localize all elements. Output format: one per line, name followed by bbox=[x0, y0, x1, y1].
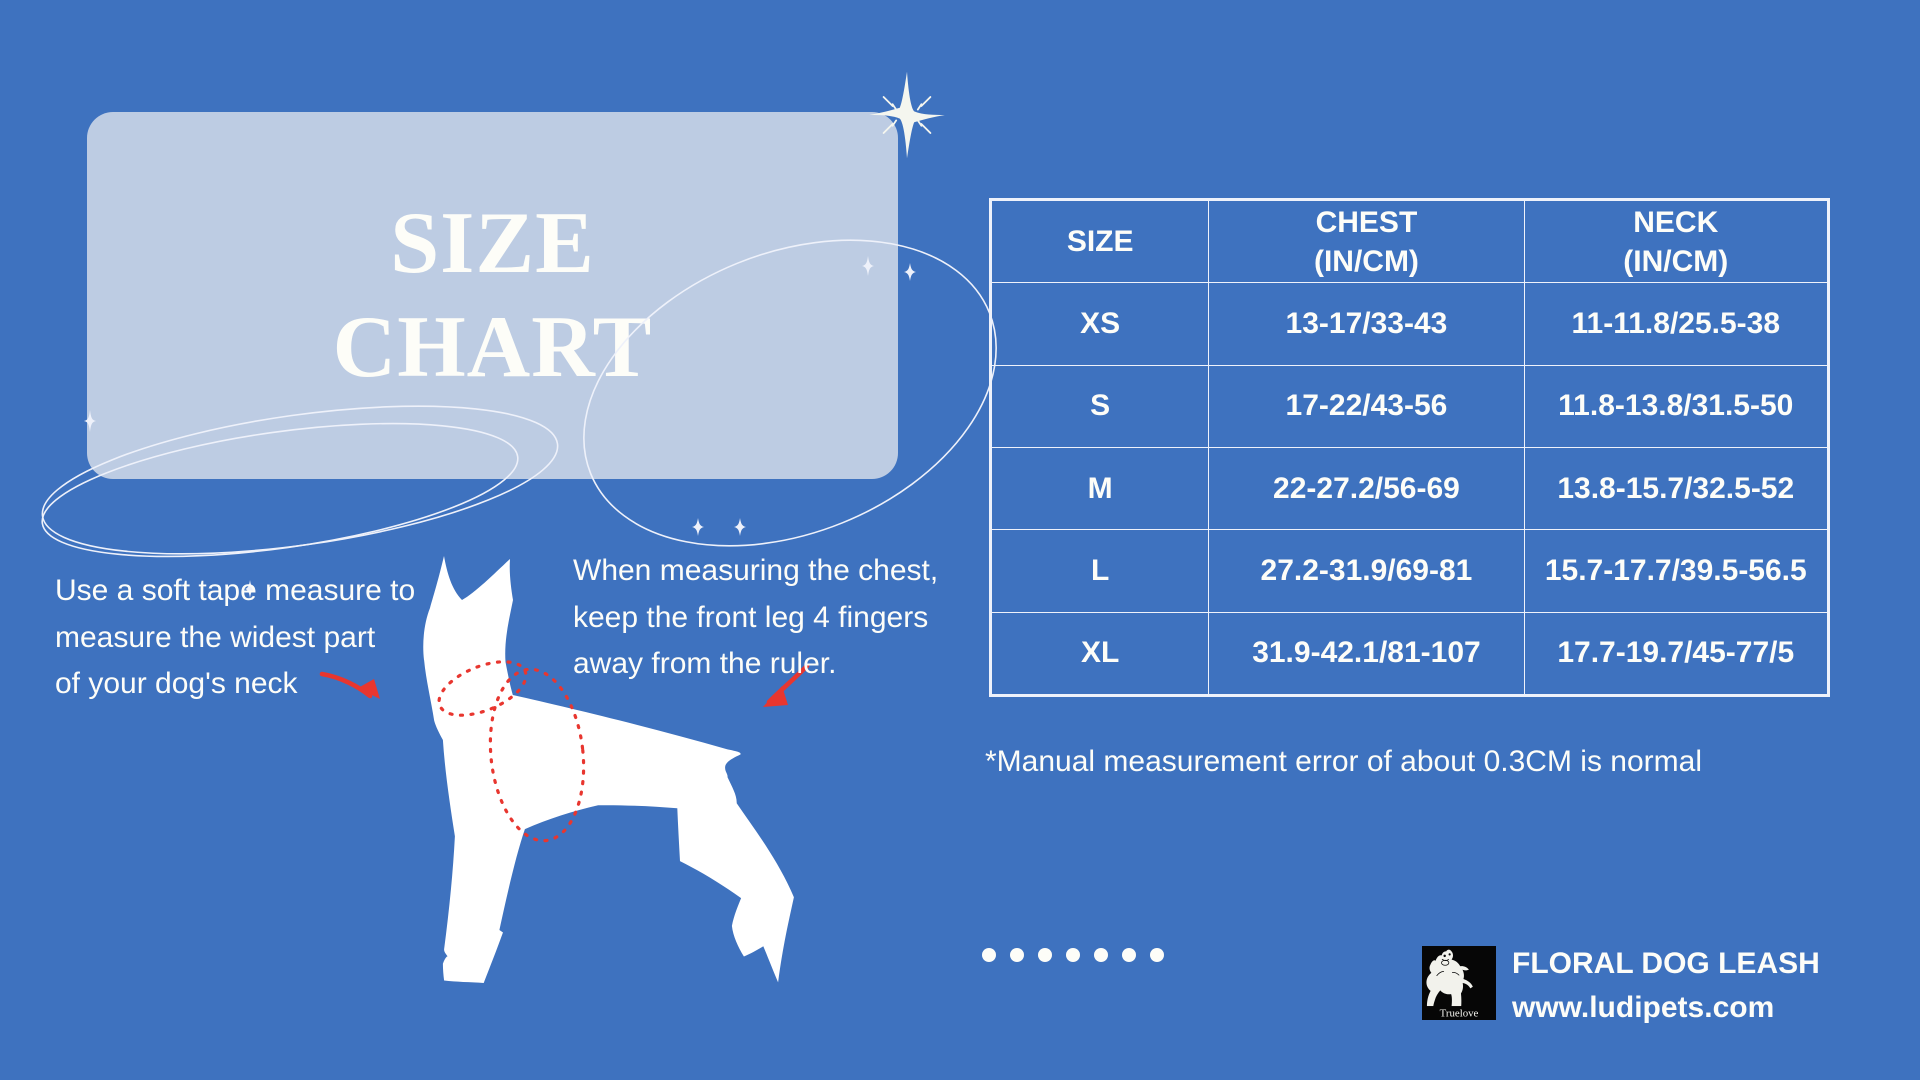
svg-text:Truelove: Truelove bbox=[1440, 1007, 1479, 1019]
